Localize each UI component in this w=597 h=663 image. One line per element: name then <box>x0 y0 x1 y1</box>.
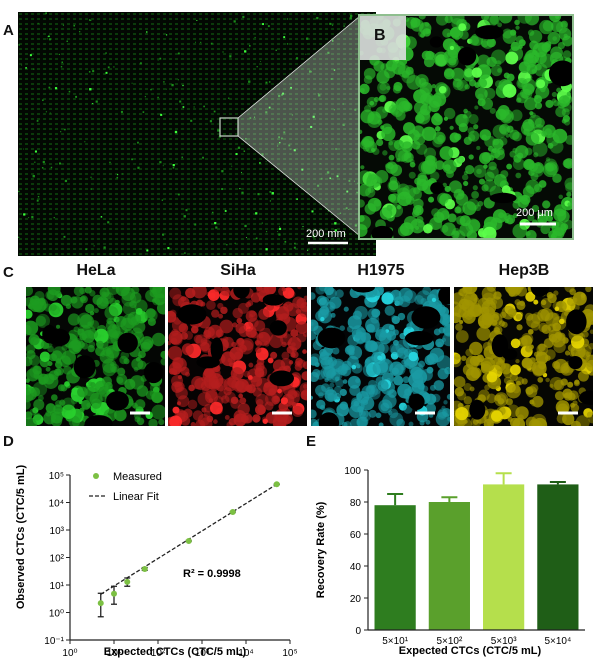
d-ytick-label: 10⁴ <box>49 499 64 510</box>
chart-observed-vs-expected: Observed CTCs (CTC/5 mL) Expected CTCs (… <box>15 465 298 659</box>
cell-title-siha: SiHa <box>220 262 256 279</box>
e-ytick-label: 40 <box>350 562 362 573</box>
cell-image-siha <box>168 287 307 426</box>
e-xtick-label: 5×10² <box>436 636 463 647</box>
e-bar <box>483 484 525 630</box>
chart-recovery-rate: Recovery Rate (%) Expected CTCs (CTC/5 m… <box>315 466 585 657</box>
cell-image-hela <box>26 287 165 426</box>
cell-title-hela: HeLa <box>76 262 116 279</box>
panel-a-label: A <box>3 22 14 39</box>
d-annotation-r2: R² = 0.9998 <box>183 568 241 580</box>
cell-title-hep3b: Hep3B <box>498 262 550 279</box>
d-xtick-label: 10³ <box>195 648 210 659</box>
d-legend-measured-marker <box>93 473 99 479</box>
e-bar <box>374 505 416 630</box>
panel-c-label: C <box>3 264 14 281</box>
e-bar <box>428 502 470 630</box>
d-ytick-label: 10¹ <box>50 581 65 592</box>
zoom-wedge <box>237 15 361 237</box>
d-ytick-label: 10⁻¹ <box>44 636 64 647</box>
e-ytick-label: 60 <box>350 530 362 541</box>
panel-b-label: B <box>374 27 386 44</box>
e-xtick-label: 5×10³ <box>491 636 518 647</box>
d-point <box>229 509 236 516</box>
cell-title-h1975: H1975 <box>357 262 405 279</box>
e-ytick-label: 80 <box>350 498 362 509</box>
e-bar <box>537 484 579 630</box>
d-ytick-label: 10³ <box>50 526 65 537</box>
e-ytick-label: 0 <box>355 626 361 637</box>
d-legend-measured: Measured <box>113 471 162 483</box>
d-legend-fit: Linear Fit <box>113 491 159 503</box>
d-ytick-label: 10² <box>50 554 65 565</box>
d-ylabel: Observed CTCs (CTC/5 mL) <box>15 465 27 610</box>
e-xlabel: Expected CTCs (CTC/5 mL) <box>399 645 542 657</box>
d-xlabel: Expected CTCs (CTC/5 mL) <box>104 646 247 658</box>
d-xtick-label: 10¹ <box>107 648 122 659</box>
e-xtick-label: 5×10¹ <box>382 636 409 647</box>
d-point <box>97 600 104 607</box>
panel-e-label: E <box>306 433 317 450</box>
d-point <box>141 566 148 573</box>
cell-image-h1975 <box>311 287 450 426</box>
cell-image-hep3b <box>454 287 593 426</box>
d-xtick-label: 10⁰ <box>62 648 77 659</box>
e-ytick-label: 100 <box>344 466 361 477</box>
panel-a-scale-text: 200 mm <box>306 228 346 240</box>
d-xtick-label: 10⁴ <box>238 648 253 659</box>
d-point <box>185 537 192 544</box>
d-point <box>111 590 117 597</box>
e-ylabel: Recovery Rate (%) <box>315 501 327 598</box>
d-point <box>273 481 280 488</box>
d-point <box>124 578 131 585</box>
d-xtick-label: 10⁵ <box>282 648 297 659</box>
d-ytick-label: 10⁰ <box>49 609 64 620</box>
panel-b-scale-text: 200 μm <box>516 207 553 219</box>
e-ytick-label: 20 <box>350 594 362 605</box>
d-xtick-label: 10² <box>151 648 166 659</box>
panel-d-label: D <box>3 433 14 450</box>
d-ytick-label: 10⁵ <box>49 471 64 482</box>
panel-b-zoom-image: 200 μm B <box>358 14 574 240</box>
e-xtick-label: 5×10⁴ <box>544 636 571 647</box>
